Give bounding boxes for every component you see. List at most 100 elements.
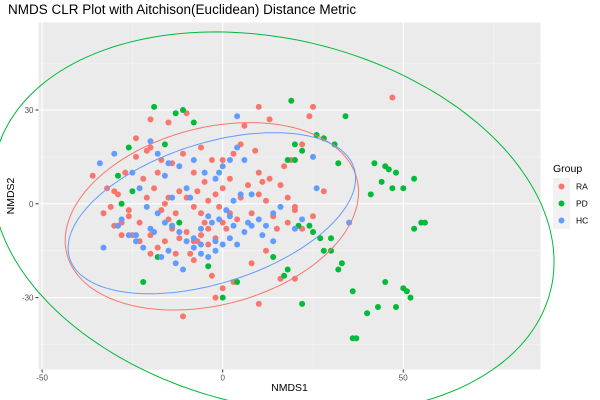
data-point-hc bbox=[180, 266, 186, 273]
data-point-hc bbox=[216, 216, 223, 223]
grid-minor bbox=[38, 22, 541, 370]
data-point-ra bbox=[212, 191, 219, 198]
data-point-ra bbox=[118, 232, 125, 239]
data-point-pd bbox=[338, 260, 345, 267]
data-point-ra bbox=[89, 172, 96, 179]
data-point-ra bbox=[284, 219, 291, 226]
data-point-ra bbox=[245, 182, 251, 189]
data-point-ra bbox=[165, 119, 172, 126]
data-point-ra bbox=[263, 197, 269, 204]
data-point-hc bbox=[111, 150, 118, 157]
data-point-ra bbox=[147, 144, 154, 151]
data-point-hc bbox=[299, 216, 306, 223]
data-point-pd bbox=[176, 219, 183, 226]
data-point-pd bbox=[161, 141, 168, 148]
data-point-ra bbox=[125, 213, 132, 220]
data-point-ra bbox=[263, 247, 269, 254]
data-point-pd bbox=[317, 235, 324, 242]
data-point-ra bbox=[187, 250, 194, 257]
data-point-ra bbox=[205, 197, 212, 204]
data-point-pd bbox=[115, 172, 121, 179]
data-point-ra bbox=[198, 232, 204, 239]
data-point-pd bbox=[342, 113, 349, 120]
data-point-ra bbox=[190, 169, 197, 176]
data-point-ra bbox=[154, 244, 161, 251]
data-point-pd bbox=[140, 279, 147, 285]
data-point-hc bbox=[190, 244, 197, 251]
data-point-pd bbox=[284, 157, 291, 163]
data-point-ra bbox=[266, 116, 273, 123]
legend-key-point-pd bbox=[558, 200, 565, 207]
data-point-pd bbox=[349, 335, 356, 342]
data-point-ra bbox=[255, 169, 262, 176]
data-point-pd bbox=[335, 266, 342, 273]
data-point-ra bbox=[259, 178, 266, 185]
data-point-ra bbox=[154, 169, 161, 176]
data-point-hc bbox=[226, 157, 233, 163]
x-axis-title: NMDS1 bbox=[271, 382, 308, 394]
data-point-hc bbox=[169, 222, 176, 229]
data-point-hc bbox=[346, 219, 353, 226]
data-point-pd bbox=[234, 279, 241, 285]
data-point-ra bbox=[172, 250, 179, 257]
data-point-ra bbox=[183, 229, 190, 235]
data-point-hc bbox=[151, 229, 158, 235]
data-point-ra bbox=[198, 210, 204, 217]
data-point-pd bbox=[349, 288, 356, 295]
data-point-pd bbox=[306, 222, 313, 229]
y-tick-label: 0 bbox=[29, 200, 34, 209]
legend-key-point-ra bbox=[558, 183, 565, 190]
data-point-hc bbox=[241, 157, 248, 163]
data-point-ra bbox=[201, 219, 208, 226]
data-point-ra bbox=[172, 210, 179, 217]
data-point-ra bbox=[389, 94, 396, 101]
data-point-hc bbox=[234, 241, 241, 248]
data-point-ra bbox=[100, 210, 107, 217]
data-point-hc bbox=[125, 232, 132, 239]
data-point-ra bbox=[219, 157, 226, 163]
data-point-hc bbox=[313, 185, 320, 192]
data-point-pd bbox=[335, 160, 342, 167]
y-tick-label: 30 bbox=[25, 106, 34, 115]
data-point-hc bbox=[241, 229, 248, 235]
data-point-pd bbox=[299, 300, 306, 307]
data-point-pd bbox=[378, 178, 385, 185]
data-point-hc bbox=[212, 238, 219, 245]
data-point-pd bbox=[291, 157, 298, 163]
data-point-ra bbox=[212, 294, 219, 301]
data-point-hc bbox=[190, 235, 197, 242]
data-point-hc bbox=[234, 113, 241, 120]
data-point-hc bbox=[212, 247, 219, 254]
data-point-ra bbox=[216, 203, 223, 210]
x-tick-label: -50 bbox=[36, 374, 48, 383]
data-point-pd bbox=[371, 160, 378, 167]
data-point-hc bbox=[291, 225, 298, 232]
data-point-hc bbox=[187, 194, 194, 201]
data-point-hc bbox=[154, 150, 161, 157]
data-point-ra bbox=[147, 250, 154, 257]
data-point-pd bbox=[403, 288, 410, 295]
data-point-hc bbox=[212, 175, 219, 182]
legend-label-ra: RA bbox=[576, 182, 588, 192]
data-point-hc bbox=[198, 250, 204, 257]
data-point-ra bbox=[115, 191, 121, 198]
data-point-ra bbox=[284, 194, 291, 201]
data-point-pd bbox=[125, 144, 132, 151]
data-point-ra bbox=[205, 241, 212, 248]
data-point-hc bbox=[133, 238, 139, 245]
data-point-hc bbox=[198, 225, 204, 232]
points-layer bbox=[89, 94, 428, 342]
data-point-hc bbox=[230, 197, 237, 204]
data-point-hc bbox=[190, 157, 197, 163]
data-point-pd bbox=[320, 247, 327, 254]
data-point-pd bbox=[393, 169, 399, 176]
data-point-hc bbox=[219, 163, 226, 170]
data-point-ra bbox=[176, 188, 183, 195]
data-point-hc bbox=[165, 160, 172, 167]
data-point-ra bbox=[291, 275, 298, 282]
data-point-pd bbox=[393, 304, 399, 310]
data-point-hc bbox=[219, 241, 226, 248]
data-point-ra bbox=[219, 185, 226, 192]
ellipses-layer bbox=[0, 31, 555, 400]
data-point-ra bbox=[205, 225, 212, 232]
